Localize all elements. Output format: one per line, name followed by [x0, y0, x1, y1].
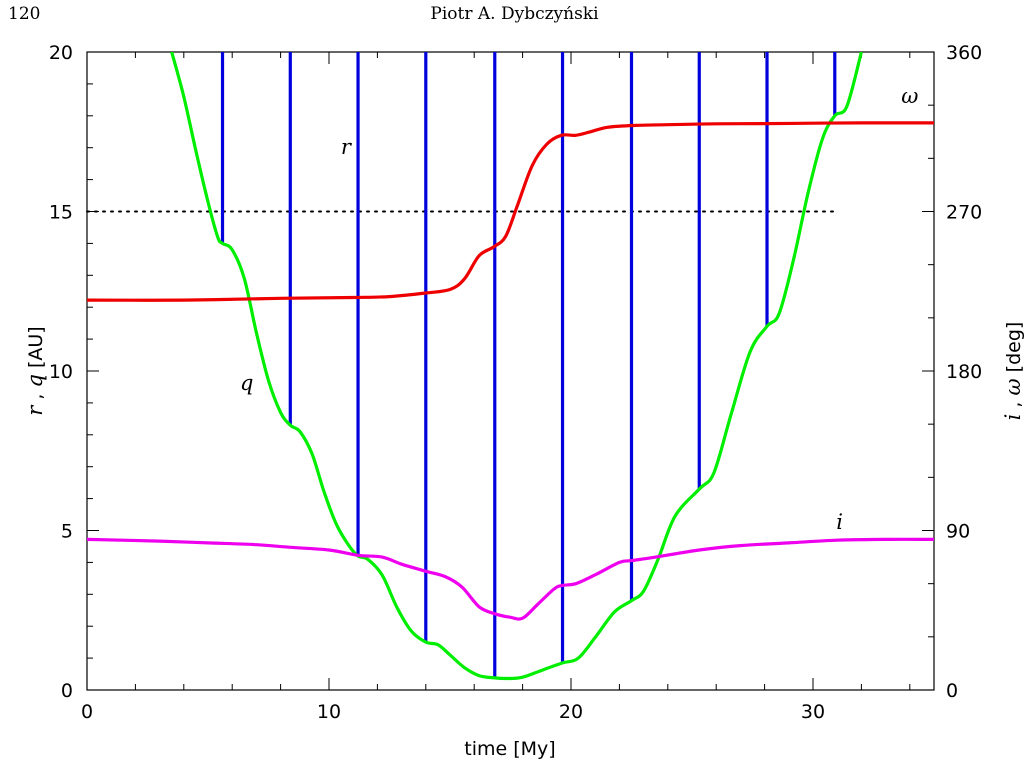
q-curve — [170, 52, 863, 681]
y-right-axis-title-unit: [deg] — [1003, 322, 1025, 379]
y-left-tick-label: 5 — [61, 521, 73, 543]
y-right-axis-title-omega: ω — [1001, 378, 1025, 395]
omega-curve-label: ω — [901, 84, 918, 108]
y-right-axis-title-sep: , — [1003, 395, 1025, 413]
x-tick-label: 10 — [317, 701, 341, 723]
page-number: 120 — [8, 4, 41, 24]
y-left-axis-title: r , q [AU] — [23, 326, 47, 415]
i-curve — [87, 537, 934, 621]
x-tick-label: 20 — [559, 701, 583, 723]
plot-frame — [86, 51, 935, 691]
r-curve-label: r — [341, 135, 353, 159]
i-curve-label: i — [836, 510, 843, 534]
y-left-tick-label: 15 — [49, 202, 73, 224]
y-left-axis-title-r: r — [23, 404, 47, 416]
omega-curve — [87, 121, 934, 302]
y-right-tick-label: 90 — [946, 521, 970, 543]
y-left-tick-label: 20 — [49, 42, 73, 64]
y-left-axis-title-unit: [AU] — [25, 326, 47, 374]
y-right-axis-title: i , ω [deg] — [1001, 322, 1025, 421]
x-tick-label: 0 — [81, 701, 93, 723]
y-right-tick-label: 180 — [946, 361, 982, 383]
x-tick-label: 30 — [801, 701, 825, 723]
x-axis-title: time [My] — [464, 738, 555, 760]
y-left-axis-title-q: q — [23, 374, 47, 387]
y-right-tick-label: 0 — [946, 680, 958, 702]
y-left-tick-label: 0 — [61, 680, 73, 702]
y-left-tick-label: 10 — [49, 361, 73, 383]
running-head: Piotr A. Dybczyński — [430, 4, 599, 24]
y-left-axis-title-sep: , — [25, 388, 47, 406]
y-right-tick-label: 270 — [946, 202, 982, 224]
y-right-tick-label: 360 — [946, 42, 982, 64]
y-right-axis-title-i: i — [1001, 414, 1025, 421]
q-curve-label: q — [240, 371, 253, 395]
